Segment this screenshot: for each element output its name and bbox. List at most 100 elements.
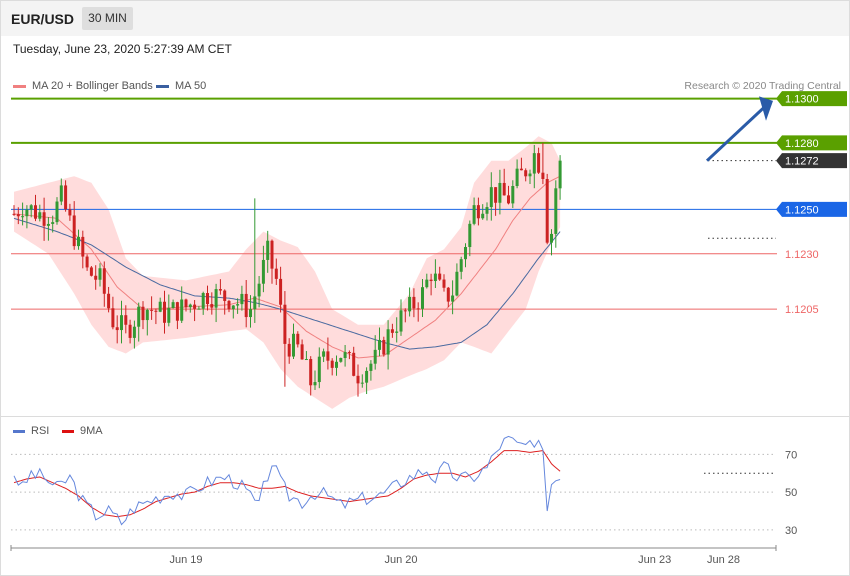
candle-body [489, 187, 493, 208]
legend-rsi-ma-label: 9MA [80, 425, 103, 437]
candle-body [163, 301, 166, 323]
candle-body [154, 310, 158, 312]
candle-body [472, 205, 476, 224]
candle-body [485, 207, 489, 214]
candle-body [59, 185, 63, 202]
bollinger-bands [14, 136, 561, 409]
candle-body [421, 287, 424, 309]
candle-body [231, 305, 235, 310]
candle-body [107, 293, 111, 309]
candle-body [494, 187, 498, 203]
level-label-1.1300: 1.1300 [785, 94, 819, 106]
candle-body [339, 358, 343, 362]
projection-arrow [705, 106, 766, 162]
ma20-swatch [13, 84, 26, 88]
candle-body [524, 170, 528, 177]
candle-body [141, 306, 145, 321]
level-label-1.1230: 1.1230 [785, 249, 819, 261]
legend-rsi: RSI [13, 425, 49, 437]
candle-body [180, 299, 184, 321]
candle-body [545, 179, 549, 243]
candle-body [16, 214, 20, 217]
timeframe-button[interactable]: 30 MIN [82, 7, 133, 30]
candle-body [519, 168, 523, 171]
legend-ma20-label: MA 20 + Bollinger Bands [32, 80, 153, 92]
chart-datetime: Tuesday, June 23, 2020 5:27:39 AM CET [13, 42, 232, 56]
candle-body [451, 295, 455, 302]
candle-body [167, 308, 171, 323]
candle-body [382, 339, 386, 355]
candle-body [197, 308, 201, 310]
candle-body [77, 236, 80, 247]
candle-body [111, 308, 115, 328]
candle-body [343, 352, 347, 359]
candle-body [541, 172, 545, 180]
candle-body [94, 275, 98, 280]
candle-body [137, 306, 141, 327]
candle-body [378, 339, 381, 350]
candle-body [132, 326, 136, 338]
ma50-line [13, 217, 561, 350]
candle-body [21, 216, 25, 218]
candle-body [550, 233, 553, 243]
candle-body [206, 293, 209, 305]
candle-body [29, 205, 33, 210]
candle-body [403, 310, 407, 312]
candle-body [120, 315, 123, 331]
candle-body [287, 343, 291, 357]
legend-ma50: MA 50 [156, 80, 206, 92]
candle-body [304, 359, 308, 361]
candle-body [193, 304, 197, 309]
candle-body [360, 382, 364, 384]
legend-ma50-label: MA 50 [175, 80, 207, 92]
candle-body [317, 356, 321, 383]
candle-body [201, 293, 205, 309]
candle-body [240, 293, 244, 305]
candle-body [98, 268, 102, 280]
symbol-title: EUR/USD [11, 11, 75, 27]
x-tick-label-Jun-20: Jun 20 [384, 554, 417, 566]
candle-body [236, 304, 240, 306]
candle-body [335, 361, 338, 368]
rsi-level-label-70: 70 [785, 449, 797, 461]
candle-body [34, 205, 37, 219]
candle-body [300, 344, 304, 360]
candle-body [395, 331, 399, 333]
rsi-ma-swatch [62, 429, 74, 433]
level-label-1.1280: 1.1280 [785, 138, 819, 150]
candle-body [309, 359, 313, 386]
rsi-ma-line [13, 450, 561, 518]
ma50-swatch [156, 84, 169, 88]
candle-body [322, 351, 326, 357]
candle-body [558, 160, 562, 189]
candle-body [507, 195, 510, 204]
candle-body [270, 240, 274, 269]
candles [12, 142, 562, 397]
candle-body [85, 256, 89, 268]
panel-separator [1, 416, 849, 417]
candle-body [89, 267, 93, 276]
candle-body [386, 329, 390, 355]
candle-body [274, 268, 278, 279]
credit-text: Research © 2020 Trading Central [684, 80, 841, 92]
candle-body [124, 315, 128, 325]
level-label-1.1205: 1.1205 [785, 304, 819, 316]
header-bar [1, 1, 849, 36]
candle-body [433, 273, 437, 282]
candle-body [438, 273, 442, 280]
candle-body [184, 299, 188, 308]
candle-body [223, 290, 227, 301]
candle-body [390, 329, 394, 333]
candle-body [257, 283, 261, 297]
candle-body [425, 279, 429, 288]
candle-body [145, 309, 149, 321]
candle-body [356, 375, 360, 384]
candle-body [12, 213, 16, 215]
candle-body [429, 279, 433, 282]
candle-body [313, 382, 317, 386]
candle-body [468, 223, 472, 248]
candle-body [64, 185, 68, 210]
level-label-1.1250: 1.1250 [785, 204, 819, 216]
candle-body [72, 215, 76, 247]
legend-rsi-ma: 9MA [62, 425, 103, 437]
